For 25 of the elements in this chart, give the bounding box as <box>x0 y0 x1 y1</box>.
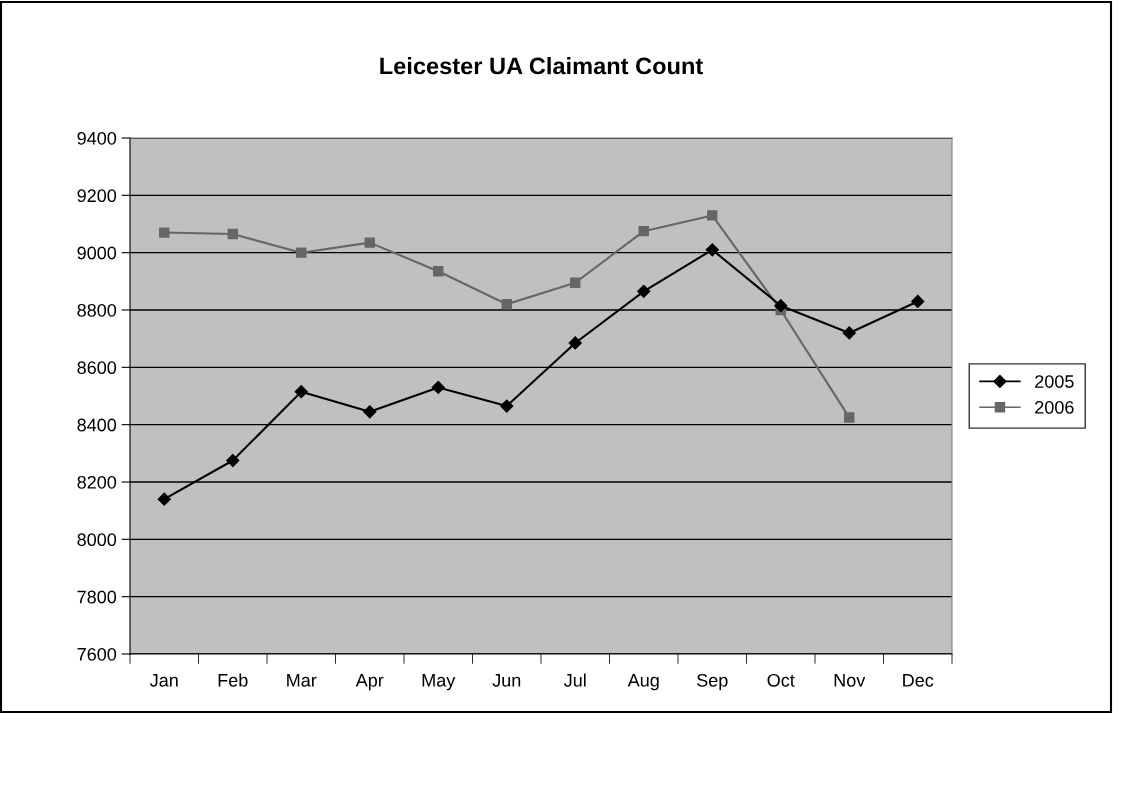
x-tick-label: Aug <box>627 674 659 691</box>
y-tick-label: 9200 <box>77 189 117 203</box>
x-tick-label: Jun <box>492 674 521 687</box>
y-tick-label: 8600 <box>77 361 117 375</box>
x-tick-label: Sep <box>697 673 728 691</box>
x-tick-label: Nov <box>834 674 866 687</box>
y-tick-label: 8000 <box>77 533 117 547</box>
legend-label: 2005 <box>1035 375 1074 388</box>
y-tick-label: 8400 <box>77 418 117 432</box>
y-tick-label: 9000 <box>77 246 117 260</box>
x-tick-label: Dec <box>903 674 934 687</box>
y-tick-label: 8200 <box>77 475 117 489</box>
y-tick-label: 7600 <box>77 647 117 661</box>
x-tick-label: May <box>422 674 456 691</box>
x-tick-label: Oct <box>767 673 795 687</box>
legend-label: 2006 <box>1035 400 1074 414</box>
y-tick-label: 8800 <box>77 303 117 317</box>
chart-title: Leicester UA Claimant Count <box>380 57 703 75</box>
y-tick-label: 7800 <box>77 590 117 604</box>
x-tick-label: Feb <box>218 673 248 687</box>
x-tick-label: Jul <box>563 673 586 687</box>
x-tick-label: Mar <box>287 674 317 687</box>
x-tick-label: Apr <box>355 674 384 691</box>
y-tick-label: 9400 <box>77 131 117 145</box>
x-tick-label: Jan <box>149 674 178 687</box>
